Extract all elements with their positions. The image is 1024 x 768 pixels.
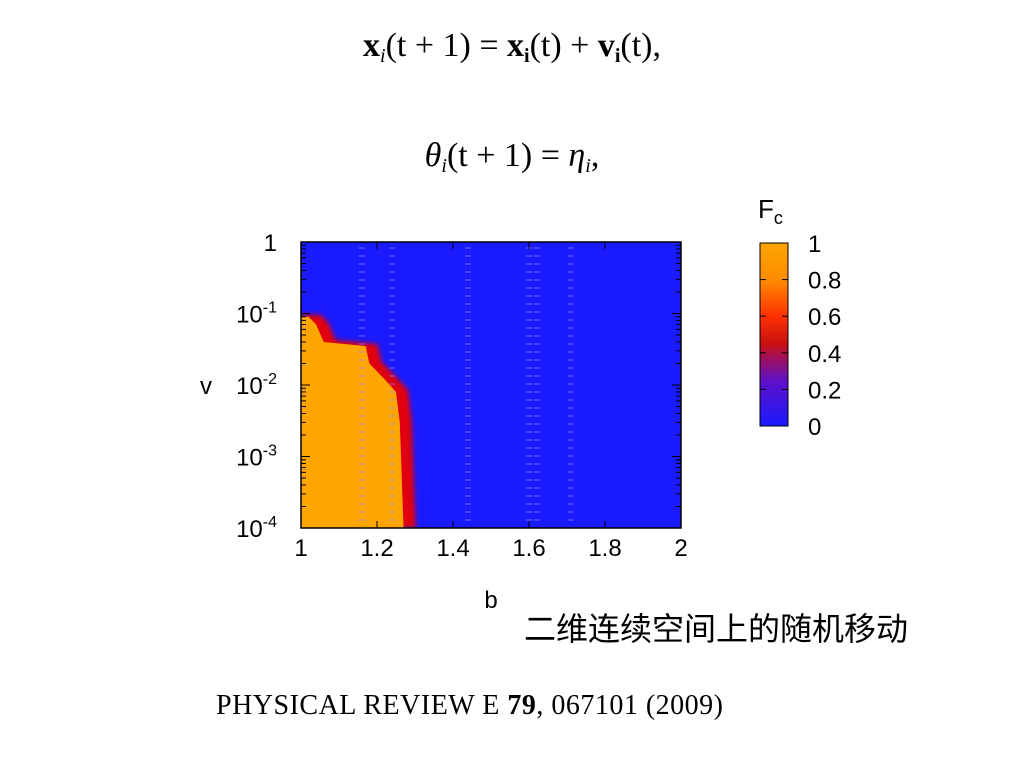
colorbar-label: Fc [758, 194, 783, 228]
colorbar-tick-label: 0.4 [808, 341, 841, 368]
y-tick-label: 10-3 [236, 443, 277, 472]
x-tick-label: 1.2 [360, 535, 393, 562]
colorbar-tick-label: 0.2 [808, 377, 841, 404]
colorbar-ticks: 1 0.8 0.6 0.4 0.2 0 [760, 231, 841, 441]
journal-citation: PHYSICAL REVIEW E 79, 067101 (2009) [216, 690, 724, 721]
x-tick-label: 1.8 [588, 535, 621, 562]
colorbar-tick-label: 0.8 [808, 268, 841, 295]
colorbar-tick-label: 1 [808, 231, 821, 258]
x-tick-label: 2 [674, 535, 687, 562]
equation-angle-update: θi(t + 1) = ηi, [424, 137, 600, 177]
colorbar-tick-label: 0 [808, 414, 821, 441]
x-tick-label: 1 [294, 535, 307, 562]
chinese-caption: 二维连续空间上的随机移动 [524, 610, 909, 648]
x-axis-label: b [484, 587, 497, 614]
x-tick-label: 1.4 [436, 535, 469, 562]
y-tick-label: 10-2 [236, 371, 277, 400]
y-axis: 1 10-1 10-2 10-3 10-4 [236, 230, 681, 543]
colorbar-tick-label: 0.6 [808, 304, 841, 331]
y-tick-label: 10-4 [236, 514, 277, 543]
y-tick-label: 1 [264, 230, 277, 257]
colorbar [759, 242, 789, 427]
x-tick-label: 1.6 [512, 535, 545, 562]
y-tick-label: 10-1 [236, 300, 277, 329]
heatmap-grid-artifacts [358, 247, 574, 521]
y-axis-label: v [200, 373, 212, 400]
equation-position-update: xi(t + 1) = xi(t) + vi(t), [363, 27, 661, 67]
heatmap-orange-region [301, 316, 404, 528]
x-axis: 1 1.2 1.4 1.6 1.8 2 [294, 242, 688, 562]
